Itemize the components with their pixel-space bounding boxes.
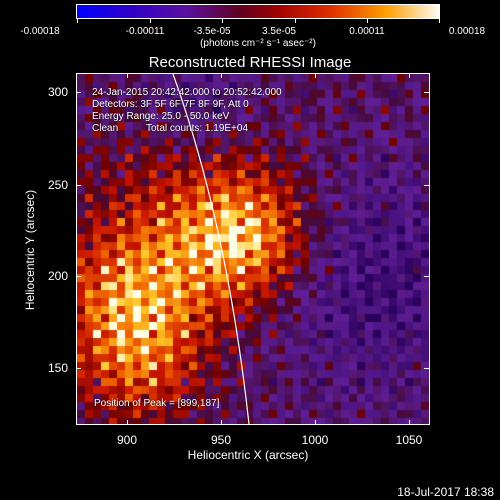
x-axis-label: Heliocentric X (arcsec) — [187, 448, 309, 462]
y-tick-label: 250 — [48, 178, 69, 192]
plot-title: Reconstructed RHESSI Image — [148, 54, 352, 71]
x-tick — [409, 73, 410, 78]
y-tick — [424, 185, 429, 186]
colorbar-tick — [150, 19, 151, 23]
colorbar-tick-label: 0.00011 — [349, 26, 385, 37]
y-tick — [424, 92, 429, 93]
peak-position-text: Position of Peak = [899,187] — [94, 398, 220, 409]
colorbar-tick — [439, 19, 440, 23]
colorbar-tick-label: -0.00018 — [20, 26, 60, 37]
x-tick — [315, 73, 316, 78]
x-tick-label: 950 — [210, 433, 232, 447]
y-tick — [424, 368, 429, 369]
y-tick — [76, 276, 81, 277]
plot-frame — [76, 73, 430, 425]
y-axis-label: Heliocentric Y (arcsec) — [23, 189, 37, 311]
x-tick — [127, 73, 128, 78]
time-range-text: 24-Jan-2015 20:42:42.000 to 20:52:42.000 — [92, 87, 282, 98]
x-tick — [315, 420, 316, 425]
y-tick — [424, 276, 429, 277]
colorbar-tick-label: 3.5e-05 — [262, 26, 296, 37]
colorbar-tick — [295, 19, 296, 23]
detectors-text: Detectors: 3F 5F 6F 7F 8F 9F, Att 0 — [92, 99, 249, 110]
solar-limb-curve — [172, 74, 250, 424]
rhessi-image-heatmap — [77, 74, 429, 424]
x-tick-label: 900 — [116, 433, 138, 447]
total-counts-text: Total counts: 1.19E+04 — [146, 123, 249, 134]
x-tick — [221, 420, 222, 425]
timestamp: 18-Jul-2017 18:38 — [397, 485, 494, 499]
energy-range-text: Energy Range: 25.0 - 50.0 keV — [92, 111, 230, 122]
y-tick — [76, 185, 81, 186]
colorbar-tick — [222, 19, 223, 23]
colorbar-tick-label: -0.00011 — [125, 26, 165, 37]
colorbar — [76, 4, 440, 19]
x-tick — [221, 73, 222, 78]
x-tick-label: 1000 — [301, 433, 329, 447]
colorbar-tick-label: 0.00018 — [448, 26, 486, 37]
colorbar-units: (photons cm⁻² s⁻¹ asec⁻²) — [200, 38, 316, 49]
colorbar-tick — [367, 19, 368, 23]
y-tick — [76, 368, 81, 369]
y-tick — [76, 92, 81, 93]
colorbar-tick-label: -3.5e-05 — [193, 26, 231, 37]
y-tick-label: 300 — [48, 85, 69, 99]
x-tick — [127, 420, 128, 425]
colorbar-tick — [77, 19, 78, 23]
y-tick-label: 150 — [48, 361, 69, 375]
y-tick-label: 200 — [48, 269, 69, 283]
algorithm-text: Clean — [92, 123, 119, 134]
x-tick-label: 1050 — [395, 433, 423, 447]
x-tick — [409, 420, 410, 425]
